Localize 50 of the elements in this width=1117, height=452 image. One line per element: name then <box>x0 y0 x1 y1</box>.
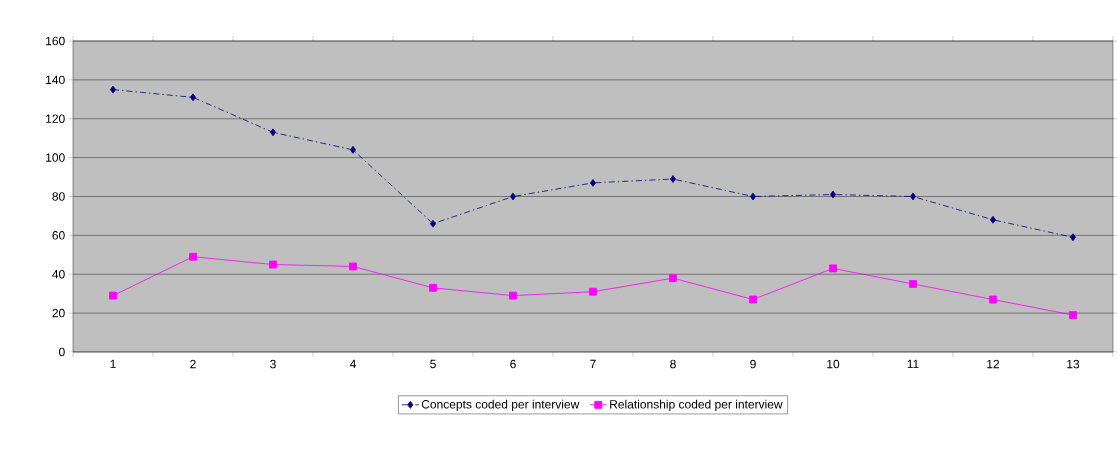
point <box>1069 311 1077 319</box>
x-tick-label: 2 <box>190 359 196 369</box>
point <box>909 192 917 201</box>
y-tick-label: 40 <box>52 270 65 279</box>
point <box>429 219 437 228</box>
x-tick-label: 1 <box>110 359 116 369</box>
x-tick-label: 4 <box>349 359 356 369</box>
x-tick-label: 7 <box>590 359 596 369</box>
point <box>989 295 997 304</box>
point <box>669 175 677 183</box>
point <box>829 190 837 199</box>
y-tick-label: 140 <box>46 75 65 85</box>
point <box>189 252 197 261</box>
point <box>1069 233 1077 242</box>
x-tick-label: 5 <box>430 359 436 369</box>
x-tick-label: 9 <box>750 359 756 369</box>
point <box>109 291 117 300</box>
x-tick-label: 10 <box>827 359 840 369</box>
point <box>829 264 837 273</box>
point <box>269 260 277 269</box>
point <box>669 274 677 283</box>
y-tick-label: 120 <box>46 114 65 123</box>
point <box>269 128 277 137</box>
point <box>349 262 357 271</box>
point <box>189 93 197 102</box>
y-tick-label: 20 <box>52 308 65 318</box>
x-tick-label: 6 <box>510 359 516 369</box>
y-tick-label: 60 <box>52 231 65 240</box>
y-tick-label: 160 <box>46 36 65 46</box>
legend-label: Relationship coded per interview <box>610 399 783 411</box>
y-tick-label: 0 <box>59 347 65 357</box>
x-tick-label: 8 <box>670 359 676 369</box>
x-tick-label: 12 <box>987 359 1000 369</box>
point <box>909 280 917 288</box>
point <box>589 178 597 187</box>
point <box>749 192 757 201</box>
point <box>349 145 357 154</box>
point <box>589 287 597 296</box>
y-tick-label: 100 <box>46 153 65 162</box>
point <box>429 283 437 292</box>
point <box>989 215 997 224</box>
legend-label: Concepts coded per interview <box>421 399 580 411</box>
point <box>749 295 757 304</box>
x-tick-label: 11 <box>907 359 919 369</box>
y-tick-label: 80 <box>52 192 65 201</box>
point <box>509 192 517 201</box>
x-tick-label: 3 <box>270 359 276 369</box>
point <box>509 291 517 300</box>
x-tick-label: 13 <box>1067 359 1080 369</box>
point <box>109 85 117 94</box>
